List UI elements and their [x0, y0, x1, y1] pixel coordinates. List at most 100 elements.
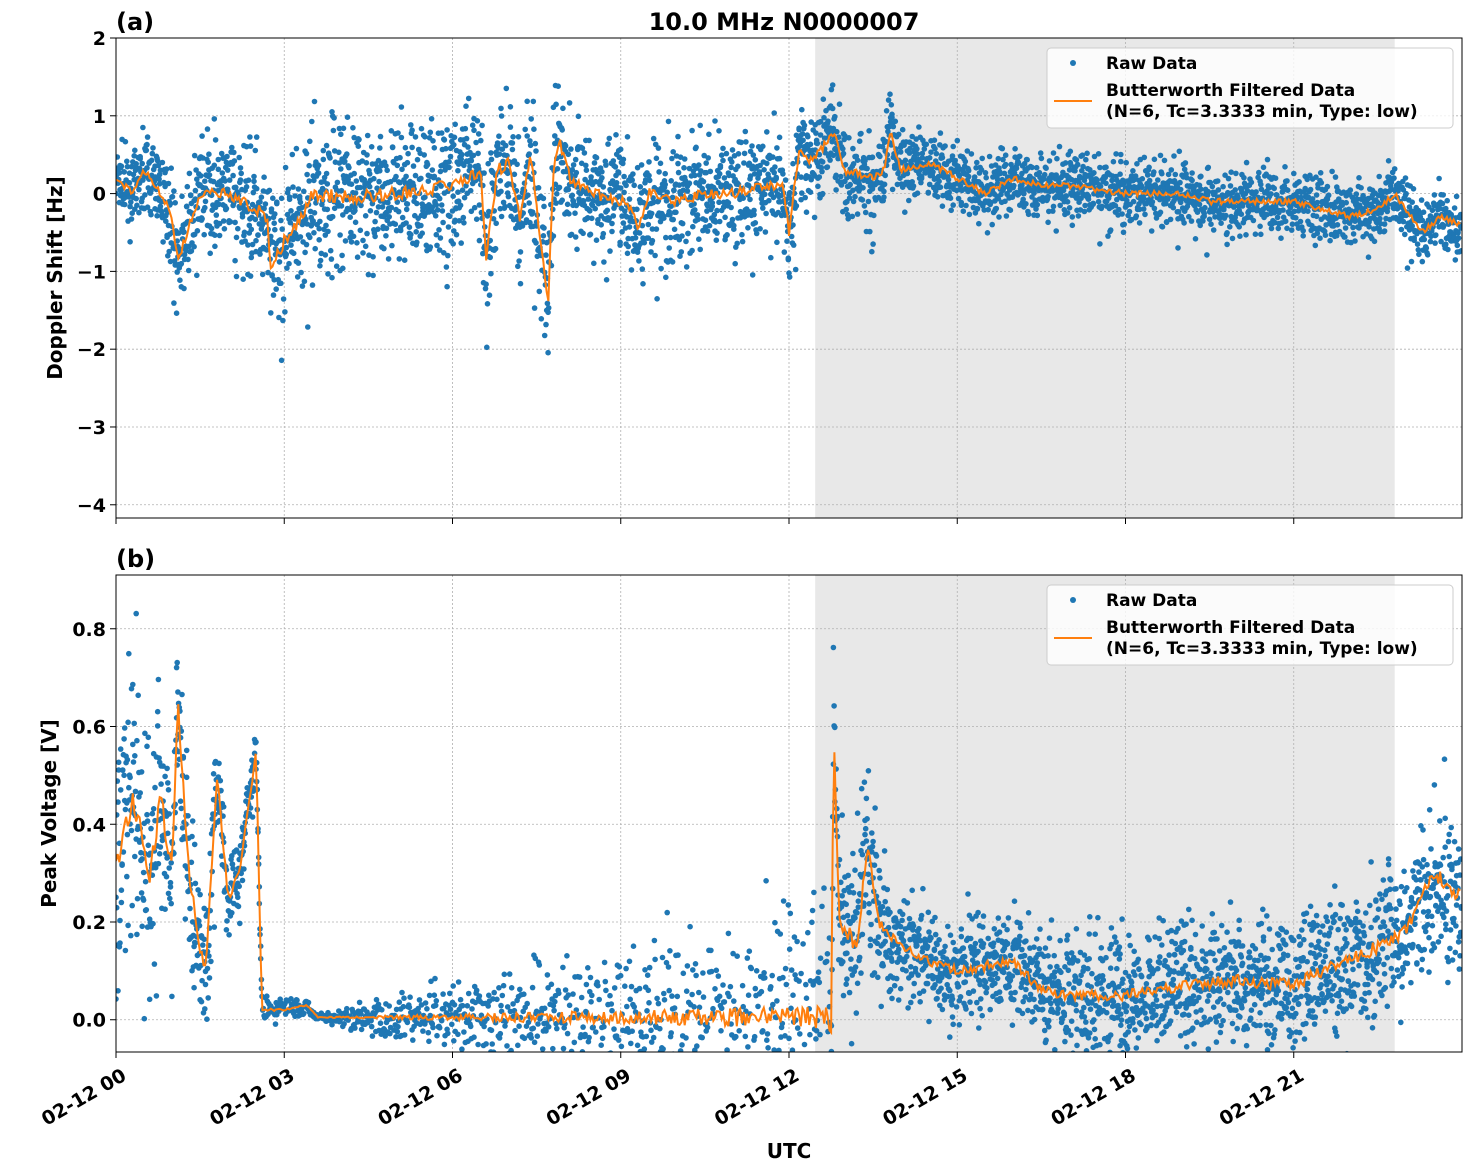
raw-data-point: [1106, 192, 1113, 199]
raw-data-point: [735, 163, 741, 170]
raw-data-point: [1069, 214, 1076, 220]
raw-data-point: [1118, 158, 1124, 165]
raw-data-point: [1053, 228, 1059, 234]
raw-data-point: [357, 227, 364, 234]
raw-data-point: [1421, 236, 1428, 243]
raw-data-point: [507, 124, 514, 130]
raw-data-point: [1280, 207, 1286, 213]
raw-data-point: [247, 143, 254, 149]
raw-data-point: [535, 185, 542, 191]
raw-data-point: [1081, 208, 1088, 215]
raw-data-point: [445, 224, 452, 230]
raw-data-point: [445, 1030, 451, 1037]
raw-data-point: [1452, 257, 1459, 263]
raw-data-point: [1237, 233, 1243, 239]
raw-data-point: [487, 254, 494, 261]
raw-data-point: [854, 157, 861, 163]
raw-data-point: [166, 248, 172, 255]
raw-data-point: [272, 211, 278, 217]
raw-data-point: [211, 116, 218, 122]
raw-data-point: [607, 248, 613, 254]
raw-data-point: [288, 242, 294, 248]
raw-data-point: [718, 152, 725, 158]
raw-data-point: [309, 282, 316, 288]
raw-data-point: [354, 254, 361, 260]
raw-data-point: [788, 233, 795, 240]
raw-data-point: [338, 131, 344, 138]
raw-data-point: [756, 169, 763, 175]
raw-data-point: [519, 223, 526, 229]
raw-data-point: [208, 958, 214, 965]
raw-data-point: [479, 122, 485, 129]
raw-data-point: [1151, 205, 1158, 212]
raw-data-point: [950, 143, 956, 150]
raw-data-point: [426, 1038, 432, 1045]
raw-data-point: [771, 110, 777, 116]
raw-data-point: [127, 774, 133, 781]
raw-data-point: [692, 207, 698, 213]
raw-data-point: [548, 981, 555, 988]
raw-data-point: [1282, 164, 1288, 170]
raw-data-point: [1064, 210, 1071, 216]
raw-data-point: [316, 225, 323, 232]
raw-data-point: [283, 251, 290, 258]
raw-data-point: [1257, 223, 1263, 230]
raw-data-point: [950, 202, 956, 208]
raw-data-point: [589, 215, 595, 222]
raw-data-point: [192, 196, 199, 202]
raw-data-point: [606, 135, 613, 142]
raw-data-point: [467, 1023, 474, 1030]
raw-data-point: [414, 200, 420, 207]
raw-data-point: [358, 202, 364, 209]
raw-data-point: [404, 1019, 411, 1026]
raw-data-point: [1455, 235, 1462, 241]
raw-data-point: [223, 205, 230, 212]
raw-data-point: [206, 975, 213, 981]
raw-data-point: [468, 157, 475, 164]
raw-data-point: [1400, 218, 1407, 225]
raw-data-point: [418, 125, 425, 132]
raw-data-point: [470, 152, 477, 159]
raw-data-point: [166, 811, 172, 817]
legend-filtered-label: Butterworth Filtered Data: [1106, 81, 1355, 101]
raw-data-point: [553, 200, 559, 206]
raw-data-point: [336, 160, 343, 166]
raw-data-point: [138, 769, 145, 775]
raw-data-point: [236, 883, 242, 890]
raw-data-point: [833, 187, 839, 193]
raw-data-point: [1167, 216, 1174, 223]
raw-data-point: [309, 118, 315, 125]
raw-data-point: [1097, 183, 1104, 189]
raw-data-point: [621, 189, 627, 196]
raw-data-point: [994, 180, 1001, 187]
raw-data-point: [960, 208, 967, 214]
raw-data-point: [172, 200, 178, 206]
y-tick-label: 1: [93, 106, 106, 128]
raw-data-point: [1091, 170, 1097, 176]
raw-data-point: [1144, 172, 1151, 178]
raw-data-point: [865, 198, 872, 205]
raw-data-point: [885, 97, 892, 103]
y-tick-label: 0: [93, 184, 106, 206]
raw-data-point: [216, 232, 223, 239]
raw-data-point: [600, 230, 607, 237]
raw-data-point: [526, 200, 532, 206]
raw-data-point: [1066, 167, 1073, 173]
raw-data-point: [974, 159, 980, 166]
raw-data-point: [305, 324, 311, 330]
raw-data-point: [333, 263, 340, 270]
raw-data-point: [684, 188, 691, 194]
raw-data-point: [770, 194, 777, 201]
raw-data-point: [599, 175, 605, 181]
raw-data-point: [1297, 218, 1304, 225]
raw-data-point: [673, 209, 679, 216]
raw-data-point: [632, 235, 639, 241]
raw-data-point: [613, 180, 620, 186]
raw-data-point: [506, 1052, 512, 1058]
raw-data-point: [408, 122, 414, 128]
raw-data-point: [283, 244, 290, 251]
raw-data-point: [500, 199, 507, 206]
raw-data-point: [640, 281, 646, 287]
raw-data-point: [280, 296, 287, 302]
raw-data-point: [432, 213, 439, 219]
